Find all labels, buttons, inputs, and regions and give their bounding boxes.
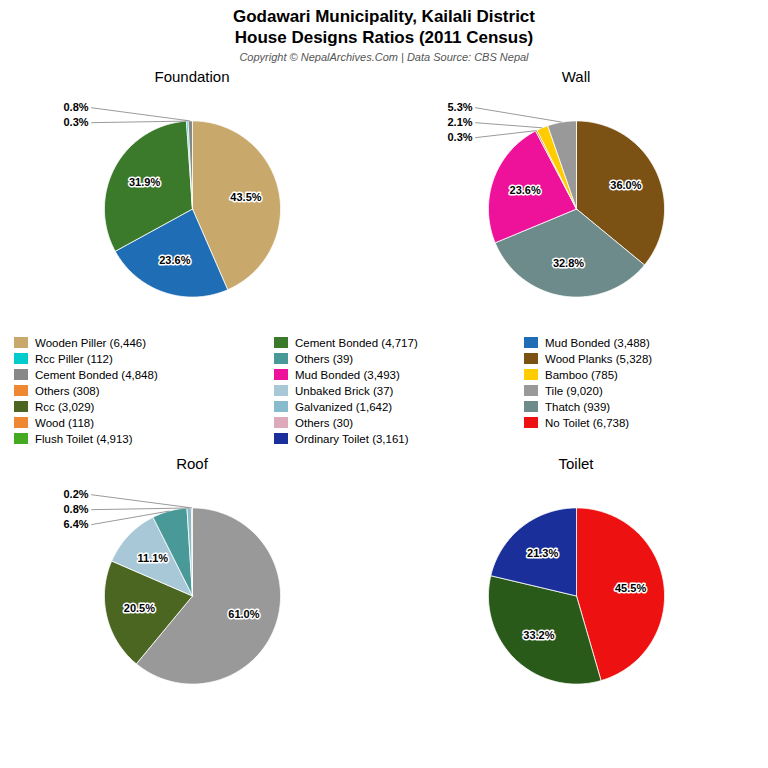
svg-text:0.8%: 0.8%	[63, 503, 88, 515]
svg-text:6.4%: 6.4%	[63, 518, 88, 530]
svg-text:23.6%: 23.6%	[510, 184, 541, 196]
html-text:Galvanized (1,642): Galvanized (1,642)	[295, 400, 393, 413]
html-text:Thatch (939): Thatch (939)	[545, 400, 611, 413]
svg-text:23.6%: 23.6%	[159, 254, 190, 266]
svg-text:5.3%: 5.3%	[447, 101, 472, 113]
svg-text:36.0%: 36.0%	[610, 179, 641, 191]
html-text:Others (308): Others (308)	[35, 384, 100, 397]
svg-text:11.1%: 11.1%	[138, 552, 169, 564]
svg-text:21.3%: 21.3%	[527, 547, 558, 559]
html-text:No Toilet (6,738): No Toilet (6,738)	[545, 416, 630, 429]
html-text:Mud Bonded (3,488): Mud Bonded (3,488)	[545, 336, 650, 349]
svg-text:0.8%: 0.8%	[63, 101, 88, 113]
html-text:Rcc Piller (112): Rcc Piller (112)	[35, 352, 113, 365]
svg-text:0.3%: 0.3%	[447, 131, 472, 143]
svg-text:43.5%: 43.5%	[230, 191, 261, 203]
html-text:Cement Bonded (4,848): Cement Bonded (4,848)	[35, 368, 158, 381]
html-text:Wood Planks (5,328): Wood Planks (5,328)	[545, 352, 653, 365]
svg-text:33.2%: 33.2%	[523, 629, 554, 641]
html-text:Rcc (3,029): Rcc (3,029)	[35, 400, 95, 413]
html-text:Wall: Wall	[561, 68, 591, 85]
html-text:Godawari Municipality, Kailali: Godawari Municipality, Kailali District	[233, 7, 535, 26]
html-text:Flush Toilet (4,913): Flush Toilet (4,913)	[35, 432, 133, 445]
html-text:Others (30): Others (30)	[295, 416, 354, 429]
html-text:House Designs Ratios (2011 Cen: House Designs Ratios (2011 Census)	[234, 28, 534, 47]
html-text:Wood (118): Wood (118)	[35, 416, 94, 429]
html-text:Toilet: Toilet	[558, 455, 594, 472]
svg-text:0.2%: 0.2%	[63, 488, 88, 500]
html-text:Mud Bonded (3,493): Mud Bonded (3,493)	[295, 368, 400, 381]
svg-text:45.5%: 45.5%	[615, 582, 646, 594]
html-text:Ordinary Toilet (3,161): Ordinary Toilet (3,161)	[295, 432, 409, 445]
svg-text:0.3%: 0.3%	[63, 116, 88, 128]
html-text:Foundation: Foundation	[154, 68, 230, 85]
svg-text:31.9%: 31.9%	[129, 176, 160, 188]
svg-text:61.0%: 61.0%	[228, 608, 259, 620]
html-text:Roof: Roof	[176, 455, 208, 472]
svg-text:32.8%: 32.8%	[553, 257, 584, 269]
html-text:Wooden Piller (6,446): Wooden Piller (6,446)	[35, 336, 146, 349]
html-text:Bamboo (785): Bamboo (785)	[545, 368, 618, 381]
html-text:Tile (9,020): Tile (9,020)	[545, 384, 603, 397]
html-text:Others (39): Others (39)	[295, 352, 354, 365]
html-text:Cement Bonded (4,717): Cement Bonded (4,717)	[295, 336, 418, 349]
svg-text:2.1%: 2.1%	[447, 116, 472, 128]
html-text:Copyright © NepalArchives.Com: Copyright © NepalArchives.Com | Data Sou…	[239, 51, 529, 63]
svg-text:20.5%: 20.5%	[124, 602, 155, 614]
html-text:Unbaked Brick (37): Unbaked Brick (37)	[295, 384, 394, 397]
